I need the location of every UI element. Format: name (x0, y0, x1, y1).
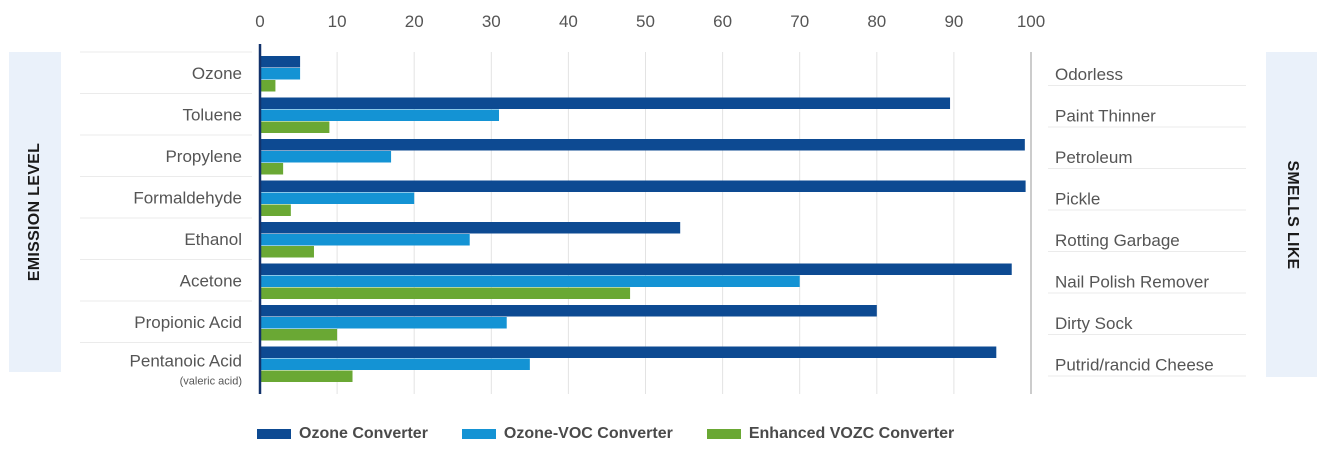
x-tick-label: 80 (867, 12, 886, 31)
category-label: Formaldehyde (133, 188, 242, 207)
x-tick-label: 10 (328, 12, 347, 31)
axes (258, 44, 1032, 394)
bar-ozone-converter (260, 222, 681, 234)
x-tick-label: 20 (405, 12, 424, 31)
bar-enhanced-vozc-converter (260, 370, 353, 382)
x-tick-label: 40 (559, 12, 578, 31)
smell-label: Dirty Sock (1055, 314, 1133, 333)
emission-level-panel: EMISSION LEVEL (9, 52, 61, 372)
smell-label: Nail Polish Remover (1055, 273, 1209, 292)
bar-enhanced-vozc-converter (260, 80, 276, 92)
smell-label: Petroleum (1055, 148, 1132, 167)
legend-label: Enhanced VOZC Converter (748, 425, 955, 442)
category-label: Propylene (165, 147, 242, 166)
bar-enhanced-vozc-converter (260, 204, 291, 216)
smell-label: Rotting Garbage (1055, 231, 1180, 250)
bar-ozone-voc-converter (260, 109, 500, 121)
category-label: Acetone (180, 271, 242, 290)
x-tick-label: 60 (713, 12, 732, 31)
bar-ozone-voc-converter (260, 192, 415, 204)
bar-ozone-converter (260, 139, 1025, 151)
smell-label: Putrid/rancid Cheese (1055, 356, 1214, 375)
x-tick-label: 70 (790, 12, 809, 31)
legend-swatch (257, 429, 291, 439)
category-label: Propionic Acid (134, 313, 242, 332)
bar-ozone-converter (260, 97, 951, 109)
bar-ozone-voc-converter (260, 151, 392, 163)
bar-ozone-voc-converter (260, 317, 507, 329)
bar-ozone-converter (260, 180, 1026, 192)
legend-item: Ozone-VOC Converter (461, 425, 673, 443)
category-label: Toluene (182, 105, 242, 124)
legend-swatch (461, 429, 496, 439)
category-label: Ethanol (184, 230, 242, 249)
category-sublabel: (valeric acid) (180, 375, 242, 387)
smell-label: Odorless (1055, 65, 1123, 84)
category-label: Ozone (192, 64, 242, 83)
category-labels: Ozone Toluene Propylene Formaldehyde Ethanol… (130, 64, 242, 388)
bar-enhanced-vozc-converter (260, 287, 631, 299)
legend-label: Ozone-VOC Converter (503, 425, 673, 442)
category-label: Pentanoic Acid (130, 351, 242, 370)
smells-like-panel: SMELLS LIKE (1266, 52, 1317, 377)
legend-item: Enhanced VOZC Converter (706, 425, 955, 443)
x-tick-label: 0 (255, 12, 264, 31)
legend-item: Ozone Converter (257, 425, 428, 443)
bar-ozone-voc-converter (260, 358, 530, 370)
legend: Ozone Converter Ozone-VOC Converter Enhanc… (257, 425, 954, 443)
bar-ozone-converter (260, 263, 1012, 275)
smell-label: Pickle (1055, 190, 1100, 209)
x-tick-label: 100 (1017, 12, 1045, 31)
bar-ozone-voc-converter (260, 275, 800, 287)
bar-ozone-voc-converter (260, 68, 301, 80)
x-tick-label: 90 (944, 12, 963, 31)
smell-label: Paint Thinner (1055, 107, 1156, 126)
x-tick-label: 30 (482, 12, 501, 31)
smell-labels: Odorless Paint Thinner Petroleum Pickle Rott… (1055, 65, 1214, 375)
bar-enhanced-vozc-converter (260, 121, 330, 133)
bar-enhanced-vozc-converter (260, 329, 338, 341)
legend-label: Ozone Converter (299, 425, 428, 442)
bar-series (260, 56, 1026, 382)
x-tick-label: 50 (636, 12, 655, 31)
bar-ozone-converter (260, 56, 301, 68)
bar-ozone-converter (260, 305, 877, 317)
bar-enhanced-vozc-converter (260, 246, 314, 258)
bar-ozone-voc-converter (260, 234, 470, 246)
row-separators (80, 51, 1246, 377)
bar-enhanced-vozc-converter (260, 163, 284, 175)
bar-ozone-converter (260, 346, 997, 358)
x-tick-labels: 0 10 20 30 40 50 60 70 80 90 100 (255, 12, 1045, 31)
legend-swatch (706, 429, 741, 439)
